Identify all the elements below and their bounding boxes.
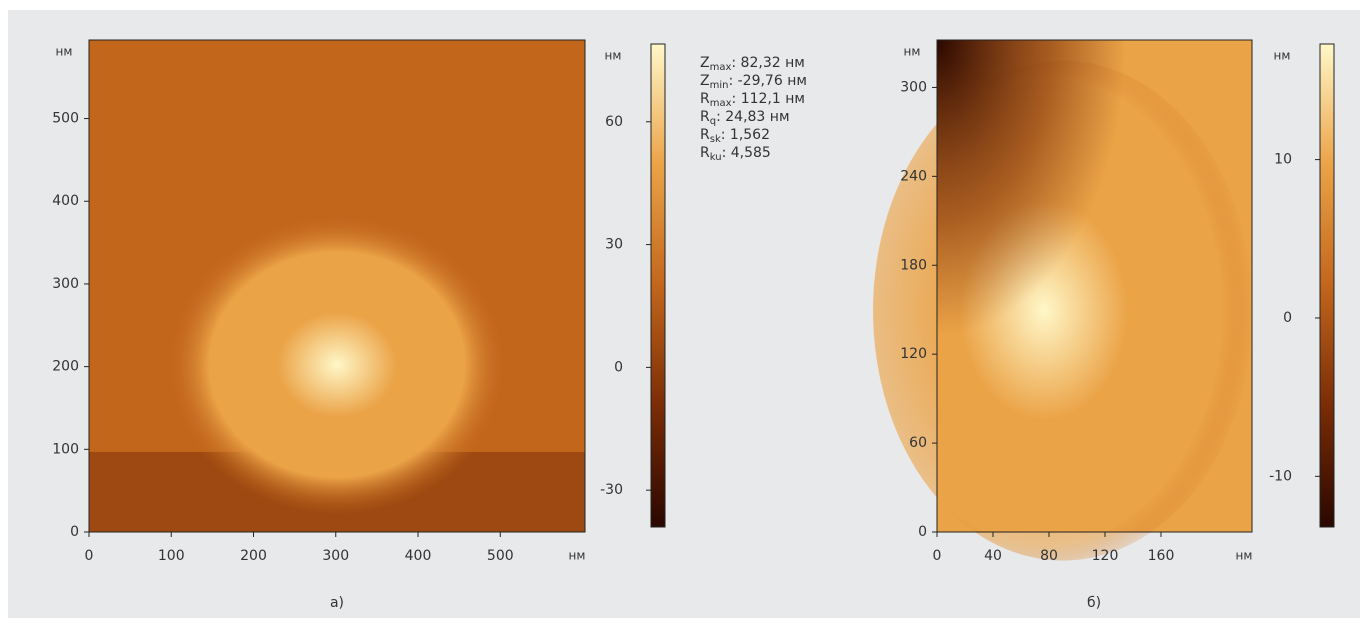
- afm-dark-corner: [937, 40, 1252, 532]
- stat-value: : 1,562: [721, 127, 770, 143]
- x-tick-label: 500: [487, 548, 514, 564]
- y-tick-label: 120: [900, 346, 927, 362]
- x-tick-label: 200: [240, 548, 267, 564]
- x-tick-label: 100: [158, 548, 185, 564]
- x-tick-label: 120: [1092, 548, 1119, 564]
- stat-subscript: max: [710, 98, 732, 109]
- x-tick-label: 300: [322, 548, 349, 564]
- y-tick-label: 300: [900, 79, 927, 95]
- y-tick-label: 100: [52, 441, 79, 457]
- afm-particle: [167, 215, 507, 515]
- colorbar-tick-label: 30: [605, 237, 623, 253]
- stat-subscript: min: [710, 80, 729, 91]
- x-tick-label: 0: [85, 548, 94, 564]
- y-tick-label: 300: [52, 276, 79, 292]
- stat-symbol: R: [700, 109, 710, 125]
- colorbar-unit-label: нм: [605, 49, 622, 63]
- x-tick-label: 160: [1148, 548, 1175, 564]
- stat-subscript: max: [710, 62, 732, 73]
- stat-symbol: Z: [700, 55, 710, 71]
- stat-value: : 82,32 нм: [731, 55, 804, 71]
- stat-value: : 112,1 нм: [732, 91, 805, 107]
- y-tick-label: 60: [909, 435, 927, 451]
- colorbar-tick-label: -30: [600, 482, 623, 498]
- stat-symbol: R: [700, 145, 710, 161]
- stat-symbol: Z: [700, 73, 710, 89]
- page: {"chart_data": [ {"type": "image", "xlab…: [0, 0, 1368, 626]
- colorbar: [1320, 44, 1334, 527]
- stat-symbol: R: [700, 91, 710, 107]
- y-tick-label: 0: [70, 524, 79, 540]
- x-tick-label: 80: [1040, 548, 1058, 564]
- colorbar-tick-label: 10: [1274, 152, 1292, 168]
- panel-caption: а): [330, 595, 344, 611]
- y-tick-label: 200: [52, 359, 79, 375]
- colorbar: [651, 44, 665, 527]
- x-tick-label: 0: [933, 548, 942, 564]
- y-tick-label: 400: [52, 193, 79, 209]
- colorbar-tick-label: 0: [614, 359, 623, 375]
- stat-value: : 4,585: [722, 145, 771, 161]
- y-tick-label: 500: [52, 111, 79, 127]
- y-unit-label: нм: [904, 45, 921, 59]
- stat-value: : 24,83 нм: [716, 109, 789, 125]
- x-unit-label: нм: [569, 549, 586, 563]
- stat-subscript: sk: [710, 134, 721, 145]
- x-unit-label: нм: [1236, 549, 1253, 563]
- colorbar-tick-label: -10: [1269, 468, 1292, 484]
- y-tick-label: 0: [918, 524, 927, 540]
- y-tick-label: 240: [900, 168, 927, 184]
- figure: 01002003004005000100200300400500нмнм-300…: [0, 0, 1368, 626]
- y-unit-label: нм: [56, 45, 73, 59]
- stat-symbol: R: [700, 127, 710, 143]
- x-tick-label: 40: [984, 548, 1002, 564]
- colorbar-tick-label: 60: [605, 114, 623, 130]
- stat-value: : -29,76 нм: [728, 73, 806, 89]
- y-tick-label: 180: [900, 257, 927, 273]
- x-tick-label: 400: [405, 548, 432, 564]
- panel-caption: б): [1087, 595, 1101, 611]
- colorbar-tick-label: 0: [1283, 310, 1292, 326]
- stat-subscript: ku: [710, 152, 722, 163]
- colorbar-unit-label: нм: [1274, 49, 1291, 63]
